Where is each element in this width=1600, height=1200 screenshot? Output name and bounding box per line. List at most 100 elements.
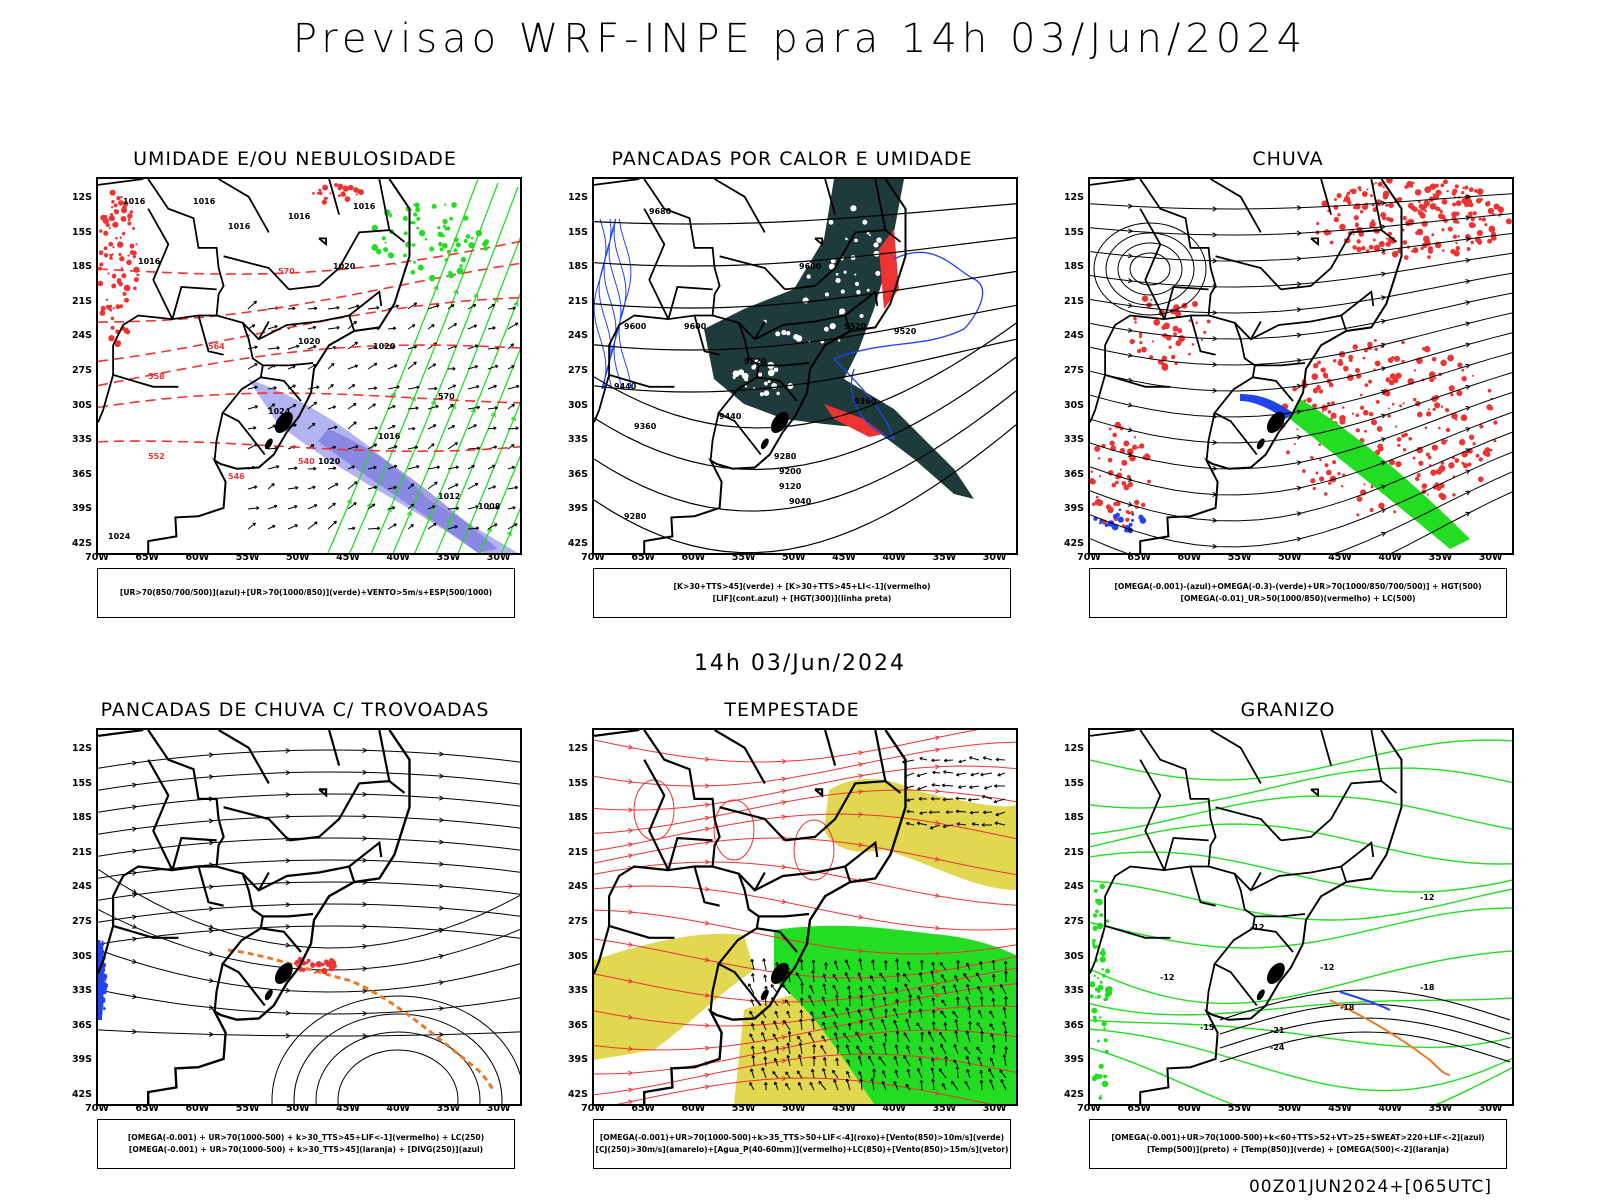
wind-vector (845, 959, 851, 971)
wind-vector (798, 1042, 803, 1055)
thunderstorm-band-orange (227, 948, 495, 1091)
humidity-speckle-red (108, 241, 114, 247)
legend-line: [CJ(250)>30m/s](amarelo)+[Agua_P(40-60mm… (595, 1145, 1009, 1154)
stream-arrow (934, 893, 940, 899)
wind-vector (941, 999, 947, 1007)
stream-arrow (1212, 517, 1217, 523)
wind-vector (930, 970, 935, 983)
rain-speckle-red (1123, 440, 1130, 447)
rain-speckle-red (1468, 187, 1474, 193)
humidity-speckle-red (107, 272, 110, 275)
wind-vector (967, 798, 980, 802)
latitude-tick-label: 21S (1063, 295, 1084, 307)
state-border (288, 229, 406, 291)
latitude-tick-label: 33S (567, 434, 588, 446)
wind-vector (307, 422, 316, 430)
wind-vector (916, 821, 928, 826)
latitude-tick-label: 15S (1063, 777, 1084, 789)
rain-speckle-red (1445, 439, 1448, 442)
state-border (218, 730, 270, 784)
wind-vector (822, 983, 827, 995)
wind-vector (327, 362, 335, 370)
stream-arrow (1380, 295, 1386, 301)
humidity-speckle-red (123, 297, 130, 303)
wind-vector (847, 994, 852, 1007)
longitude-tick-label: 60W (681, 552, 706, 563)
humidity-speckle-red (127, 254, 130, 257)
wind-vector (832, 984, 839, 995)
stream-arrow (208, 951, 214, 957)
wind-vector (955, 809, 967, 814)
wind-vector (989, 1010, 995, 1019)
instability-gap (759, 392, 764, 397)
stream-arrow (438, 839, 444, 845)
legend-line: [Temp(500)](preto) + [Temp(850)](verde) … (1146, 1145, 1450, 1154)
rain-speckle-red (1317, 360, 1321, 365)
wind-vector (881, 1070, 887, 1079)
wind-vector (906, 1068, 911, 1079)
humidity-speckle-red (312, 192, 315, 195)
stream-arrow (781, 1075, 787, 1082)
rain-speckle-red (1315, 471, 1319, 475)
latitude-tick-label: 42S (71, 538, 92, 549)
stream-arrow (1296, 307, 1302, 313)
wind-vector (966, 1069, 971, 1079)
wind-vector (467, 446, 481, 451)
rain-speckle-blue (1130, 518, 1135, 522)
wind-vector (487, 406, 499, 410)
wind-vector (487, 326, 496, 330)
rain-speckle-red (1097, 457, 1101, 460)
stream-arrow (285, 880, 291, 886)
rain-speckle-red (1451, 211, 1458, 218)
wind-vector (928, 1030, 935, 1043)
state-border (758, 362, 810, 367)
wind-vector (772, 1071, 779, 1079)
wind-vector (938, 1068, 947, 1079)
rain-speckle-red (1432, 407, 1436, 411)
state-border (1139, 208, 1166, 320)
latitude-tick-label: 24S (71, 330, 92, 342)
stream-arrow (934, 747, 940, 753)
longitude-tick-label: 35W (436, 1103, 461, 1114)
latitude-tick-label: 21S (567, 846, 588, 858)
temperature-850-contour (1090, 767, 1512, 809)
wind-vector (467, 424, 477, 430)
humidity-speckle-green (412, 221, 416, 225)
wind-vector (835, 994, 839, 1007)
stream-arrow (132, 1029, 137, 1035)
rain-speckle-red (1368, 379, 1373, 384)
stream-arrow (362, 901, 367, 907)
instability-gap (856, 289, 861, 295)
stream-arrow (131, 870, 137, 876)
latitude-tick-label: 33S (1063, 985, 1084, 997)
humidity-speckle-red (108, 215, 115, 222)
rain-speckle-red (1366, 188, 1369, 191)
wind-vector (963, 973, 971, 983)
latitude-tick-label: 39S (567, 1054, 588, 1066)
instability-gap (854, 281, 860, 286)
unstable-area-red (824, 404, 884, 437)
state-border (1370, 179, 1383, 231)
stream-arrow (131, 914, 137, 920)
rain-speckle-red (1455, 418, 1458, 421)
rain-speckle-red (1191, 343, 1195, 346)
wind-vector (327, 520, 337, 530)
state-border (1163, 286, 1209, 321)
contour-label: 1016 (193, 197, 216, 206)
state-border (784, 229, 902, 291)
map-chuva (1088, 177, 1514, 555)
wind-vector (327, 305, 340, 310)
rain-speckle-red (1464, 185, 1469, 190)
rain-speckle-red (1374, 360, 1381, 367)
rain-speckle-red (1352, 233, 1355, 236)
wind-vector (796, 1070, 803, 1079)
state-border (693, 315, 720, 356)
humidity-speckle-red (131, 250, 137, 256)
rain-speckle-red (1188, 319, 1192, 323)
wind-vector (916, 1067, 923, 1079)
state-border (213, 412, 224, 461)
stream-arrow (438, 905, 444, 911)
rain-speckle-red (1350, 188, 1357, 195)
rain-speckle-red (1107, 457, 1113, 463)
rain-speckle-red (1488, 405, 1494, 411)
